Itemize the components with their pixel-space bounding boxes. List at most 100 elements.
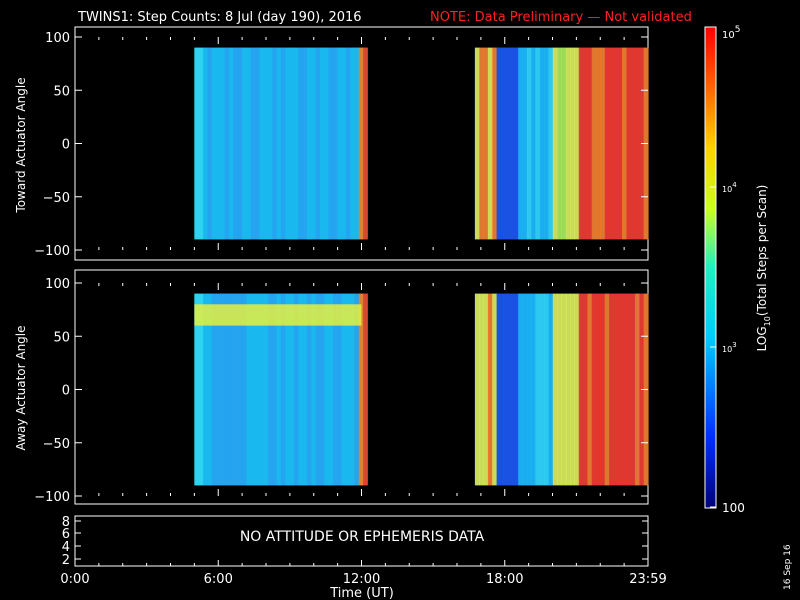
- ytick-label: 2: [62, 553, 70, 568]
- data-stripe: [500, 47, 506, 240]
- data-stripe: [272, 293, 278, 486]
- data-stripe: [483, 47, 489, 240]
- data-stripe: [505, 47, 511, 240]
- data-stripe: [324, 293, 330, 486]
- data-stripe: [328, 47, 334, 240]
- data-stripe: [302, 47, 308, 240]
- data-stripe: [548, 293, 554, 486]
- ytick-label: −50: [43, 437, 70, 452]
- data-stripe: [544, 293, 549, 486]
- data-stripe: [548, 47, 554, 240]
- colorbar-tick-100: 100: [722, 501, 745, 515]
- data-stripe: [363, 47, 368, 240]
- data-stripe: [276, 293, 282, 486]
- data-stripe: [565, 47, 571, 240]
- data-stripe: [211, 293, 217, 486]
- ytick-label: 6: [62, 527, 70, 542]
- data-stripe: [613, 47, 619, 240]
- ytick-label: 100: [45, 31, 70, 46]
- data-stripe: [272, 47, 278, 240]
- data-stripe: [626, 47, 632, 240]
- data-stripe: [315, 47, 321, 240]
- data-stripe: [500, 293, 506, 486]
- data-stripe: [241, 293, 247, 486]
- data-stripe: [539, 293, 545, 486]
- xtick-label: 12:00: [343, 572, 380, 587]
- data-stripe: [276, 47, 282, 240]
- data-stripe: [492, 293, 498, 486]
- data-stripe: [203, 47, 208, 240]
- data-stripe: [479, 47, 485, 240]
- data-stripe: [604, 47, 610, 240]
- data-stripe: [526, 47, 532, 240]
- data-stripe: [224, 47, 230, 240]
- data-stripe: [609, 47, 614, 240]
- data-stripe: [622, 47, 627, 240]
- xtick-label: 6:00: [204, 572, 233, 587]
- data-stripe: [259, 47, 265, 240]
- data-stripe: [246, 47, 252, 240]
- away-panel: 100 50 0 −50 −100 Away Actuator Angle: [14, 269, 649, 505]
- data-stripe: [263, 47, 269, 240]
- data-stripe: [285, 293, 291, 486]
- xtick-label: 23:59: [629, 572, 666, 587]
- data-stripe: [203, 293, 208, 486]
- data-stripe: [241, 47, 247, 240]
- data-stripe: [345, 47, 351, 240]
- data-stripe: [574, 47, 580, 240]
- data-stripe: [617, 293, 623, 486]
- data-stripe: [311, 47, 317, 240]
- data-stripe: [522, 47, 528, 240]
- data-stripe: [474, 47, 480, 240]
- data-stripe: [604, 293, 610, 486]
- data-stripe: [354, 293, 360, 486]
- data-stripe: [565, 293, 571, 486]
- data-stripe: [280, 47, 286, 240]
- data-stripe: [531, 293, 536, 486]
- data-stripe: [363, 293, 368, 486]
- data-stripe: [285, 47, 291, 240]
- data-stripe: [513, 293, 519, 486]
- data-stripe: [328, 293, 334, 486]
- data-stripe: [561, 293, 567, 486]
- data-stripe: [194, 293, 200, 486]
- data-block: [194, 47, 368, 240]
- data-stripe: [198, 47, 204, 240]
- data-stripe: [630, 47, 636, 240]
- footer-date: 16 Sep 16: [783, 544, 793, 590]
- ytick-label: 0: [62, 384, 70, 399]
- data-stripe: [332, 47, 338, 240]
- data-stripe: [518, 293, 524, 486]
- data-stripe: [198, 293, 204, 486]
- data-stripe: [635, 293, 640, 486]
- data-stripe: [557, 293, 562, 486]
- colorbar-tick-1e4: 104: [722, 181, 737, 194]
- data-stripe: [600, 293, 606, 486]
- data-stripe: [496, 293, 502, 486]
- data-stripe: [220, 293, 226, 486]
- data-stripe: [332, 293, 338, 486]
- data-stripe: [509, 47, 515, 240]
- data-stripe: [591, 293, 597, 486]
- data-stripe: [635, 47, 640, 240]
- data-stripe: [350, 47, 355, 240]
- data-stripe: [250, 293, 256, 486]
- chart-title: TWINS1: Step Counts: 8 Jul (day 190), 20…: [77, 10, 362, 25]
- colorbar: 105 104 103 100 LOG10(Total Steps per Sc…: [704, 25, 772, 515]
- data-stripe: [324, 47, 330, 240]
- xaxis-label: Time (UT): [329, 586, 394, 600]
- preliminary-note: NOTE: Data Preliminary — Not validated: [430, 10, 692, 25]
- colorbar-label: LOG10(Total Steps per Scan): [755, 185, 772, 352]
- data-stripe: [311, 293, 317, 486]
- data-stripe: [578, 293, 584, 486]
- data-stripe: [263, 293, 269, 486]
- data-stripe: [535, 47, 541, 240]
- data-stripe: [570, 47, 575, 240]
- data-stripe: [216, 293, 221, 486]
- data-stripe: [345, 293, 351, 486]
- ytick-label: −100: [34, 490, 70, 505]
- data-stripe: [487, 293, 493, 486]
- data-stripe: [561, 47, 567, 240]
- data-stripe: [228, 47, 234, 240]
